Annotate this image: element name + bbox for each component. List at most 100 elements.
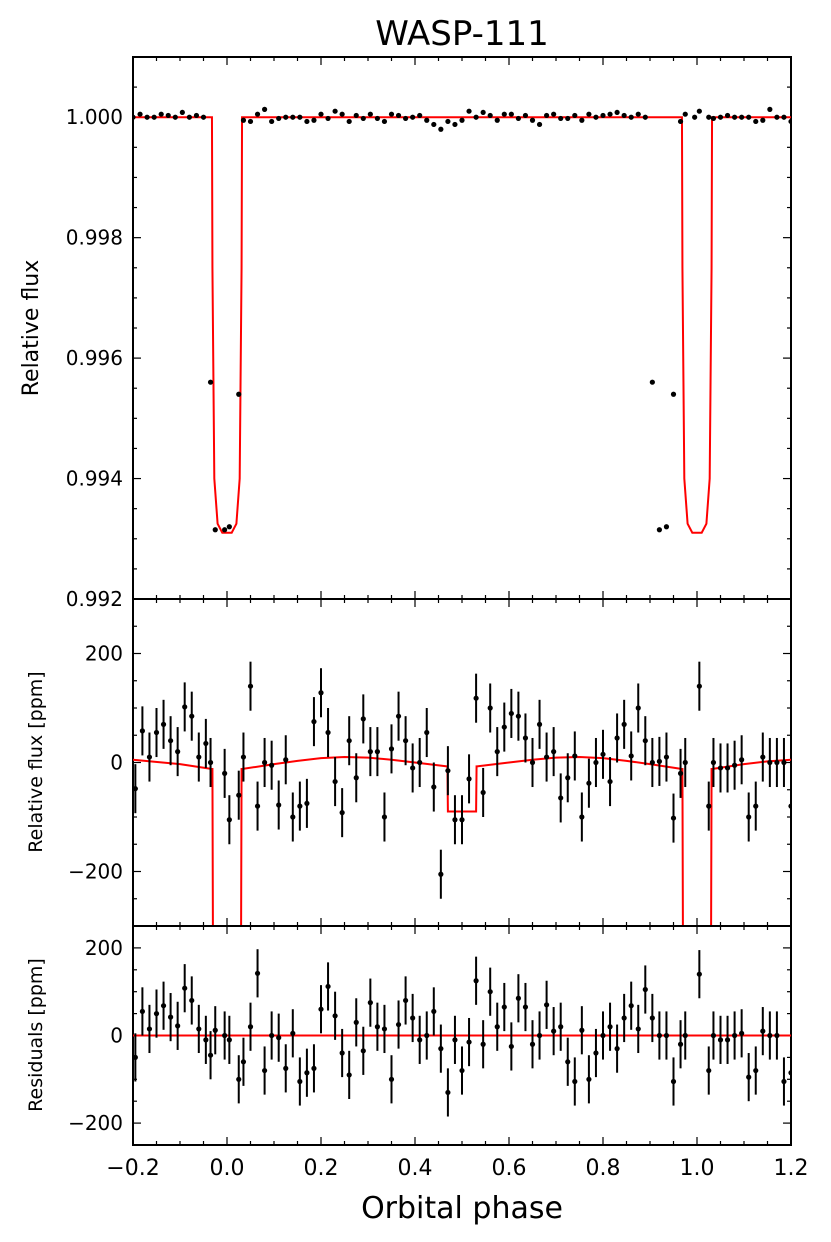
- data-point: [283, 114, 289, 120]
- data-point: [593, 114, 599, 120]
- data-point: [706, 803, 712, 809]
- data-point: [318, 111, 324, 117]
- data-point: [586, 111, 592, 117]
- data-point: [325, 115, 331, 122]
- data-point: [367, 749, 373, 755]
- data-point: [283, 757, 289, 763]
- data-point: [628, 114, 634, 120]
- data-point: [544, 112, 550, 119]
- data-point: [276, 802, 282, 808]
- data-point: [656, 527, 663, 533]
- data-point: [297, 114, 303, 120]
- data-point: [236, 391, 242, 397]
- data-point: [508, 1043, 514, 1050]
- data-point: [207, 759, 214, 766]
- y-tick-label: 0.998: [66, 226, 123, 250]
- data-point: [717, 114, 724, 120]
- data-point: [473, 114, 479, 120]
- data-point: [236, 1076, 242, 1082]
- x-tick-label: 0.8: [586, 1156, 621, 1181]
- data-point: [186, 114, 192, 120]
- data-point: [240, 117, 247, 123]
- data-point: [670, 1078, 677, 1085]
- data-point: [649, 379, 655, 385]
- data-point: [781, 114, 787, 120]
- data-point: [222, 1032, 228, 1039]
- data-point: [403, 997, 409, 1004]
- data-point: [717, 1037, 724, 1043]
- data-point: [262, 1067, 268, 1074]
- data-point: [226, 524, 232, 530]
- data-point: [656, 1032, 663, 1039]
- data-point: [269, 118, 275, 125]
- data-point: [226, 817, 232, 823]
- data-point: [536, 121, 543, 128]
- data-point: [696, 971, 702, 977]
- data-point: [635, 1026, 641, 1032]
- data-point: [179, 109, 185, 116]
- data-point: [240, 754, 247, 760]
- data-point: [203, 740, 209, 747]
- data-point: [473, 978, 479, 984]
- data-point: [304, 800, 310, 806]
- data-point: [403, 738, 409, 744]
- data-point: [536, 721, 543, 727]
- data-point: [332, 1013, 338, 1019]
- data-point: [290, 1030, 296, 1036]
- data-point: [207, 379, 214, 385]
- x-tick-label: −0.2: [106, 1156, 159, 1181]
- data-point: [788, 803, 791, 809]
- data-point: [586, 780, 592, 786]
- data-point: [360, 716, 366, 722]
- data-point: [710, 1032, 717, 1039]
- data-point: [311, 1065, 317, 1071]
- data-point: [438, 871, 444, 877]
- data-point: [254, 803, 261, 809]
- data-point: [431, 784, 437, 790]
- y-tick-label: −200: [68, 1111, 123, 1135]
- data-point: [677, 118, 684, 125]
- data-point: [431, 1008, 437, 1015]
- data-point: [600, 1032, 606, 1039]
- data-point: [240, 1059, 247, 1065]
- data-point: [133, 1054, 138, 1060]
- data-point: [431, 121, 437, 128]
- data-point: [706, 114, 712, 120]
- data-point: [311, 117, 317, 123]
- data-point: [487, 989, 493, 995]
- data-point: [724, 765, 731, 771]
- x-tick-label: 0.4: [398, 1156, 433, 1181]
- data-point: [297, 1078, 303, 1085]
- data-point: [325, 729, 331, 736]
- data-point: [767, 1032, 773, 1039]
- data-point: [222, 770, 228, 777]
- data-point: [339, 1050, 345, 1056]
- data-point: [318, 690, 324, 696]
- data-point: [290, 114, 296, 120]
- data-point: [753, 1067, 759, 1074]
- data-point: [522, 735, 529, 741]
- data-point: [593, 759, 599, 766]
- data-point: [522, 1004, 529, 1010]
- data-point: [353, 1019, 359, 1025]
- x-tick-label: 1.0: [680, 1156, 715, 1181]
- data-point: [276, 1035, 282, 1041]
- data-point: [724, 1037, 731, 1043]
- data-point: [175, 749, 181, 755]
- data-point: [572, 753, 578, 759]
- data-point: [146, 1026, 153, 1032]
- data-point: [663, 1032, 670, 1039]
- data-point: [649, 1015, 655, 1021]
- axes-frame: [132, 56, 792, 600]
- data-point: [551, 749, 557, 755]
- data-point: [254, 970, 261, 976]
- data-point: [283, 1065, 289, 1071]
- data-point: [417, 759, 423, 766]
- data-point: [732, 1032, 738, 1039]
- data-point: [269, 762, 275, 768]
- data-point: [746, 1074, 752, 1080]
- y-tick-label: 1.000: [66, 105, 123, 129]
- data-point: [304, 1070, 310, 1076]
- data-point: [732, 114, 738, 120]
- data-point: [558, 1024, 564, 1030]
